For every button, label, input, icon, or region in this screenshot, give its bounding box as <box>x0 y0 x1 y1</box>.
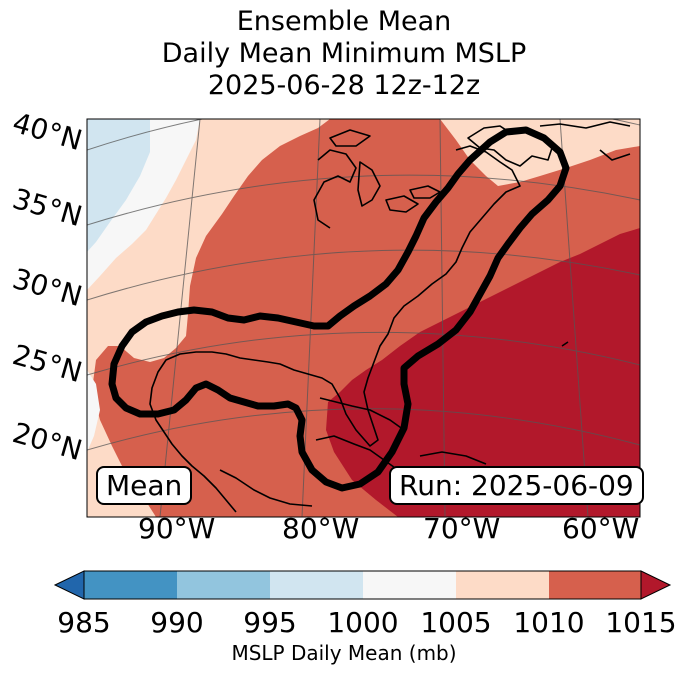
colorbar-tick-1010: 1010 <box>513 606 585 639</box>
lon-label-90w: 90°W <box>138 512 216 545</box>
colorbar-bin-990 <box>177 571 270 599</box>
colorbar-bin-1005 <box>456 571 549 599</box>
colorbar-extend-low <box>53 570 85 600</box>
colorbar-extend-high <box>640 570 672 600</box>
field-1005-ne <box>440 119 640 186</box>
pressure-contour-1010 <box>108 126 570 492</box>
title-line-1: Ensemble Mean <box>236 6 452 37</box>
field-1015 <box>326 228 640 517</box>
map-panel <box>87 119 640 517</box>
title-line-2: Daily Mean Minimum MSLP <box>161 38 527 69</box>
colorbar-tick-1005: 1005 <box>420 606 492 639</box>
lon-label-80w: 80°W <box>282 512 360 545</box>
map-frame <box>86 118 641 518</box>
run-date-badge: Run: 2025-06-09 <box>389 466 644 505</box>
field-995 <box>87 119 150 252</box>
colorbar-tick-990: 990 <box>150 606 204 639</box>
colorbar-bin-1010 <box>549 571 641 599</box>
mean-badge: Mean <box>96 466 193 505</box>
field-1000-sw <box>87 370 100 452</box>
colorbar-tick-1000: 1000 <box>327 606 399 639</box>
colorbar-frame <box>83 570 642 600</box>
coastlines <box>149 121 631 513</box>
colorbar-label: MSLP Daily Mean (mb) <box>231 641 457 665</box>
colorbar-bin-1000 <box>363 571 456 599</box>
colorbar-bin-985 <box>84 571 177 599</box>
lon-label-70w: 70°W <box>423 512 501 545</box>
colorbar-tick-985: 985 <box>57 606 111 639</box>
colorbar-bin-995 <box>270 571 363 599</box>
lon-label-60w: 60°W <box>562 512 640 545</box>
title-line-3: 2025-06-28 12z-12z <box>207 70 481 101</box>
colorbar-tick-1015: 1015 <box>605 606 677 639</box>
colorbar-tick-995: 995 <box>243 606 297 639</box>
